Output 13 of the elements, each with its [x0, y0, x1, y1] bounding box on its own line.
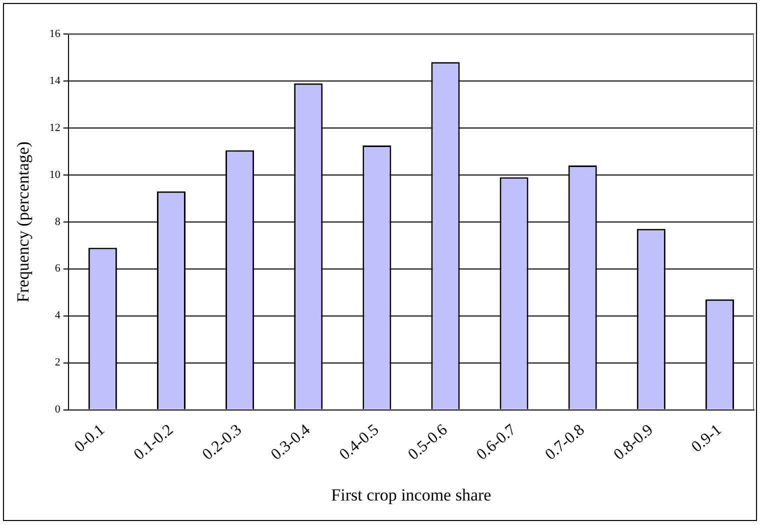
y-tick-label: 4	[54, 310, 61, 322]
y-tick-label: 0	[54, 404, 61, 416]
x-tick-label: 0-0.1	[71, 421, 108, 456]
y-tick-label: 16	[49, 28, 61, 40]
y-tick-label: 2	[54, 356, 60, 369]
y-tick-label: 10	[49, 168, 61, 181]
y-tick-label: 8	[54, 216, 61, 228]
y-axis-title: Frequency (percentage)	[14, 141, 33, 302]
x-axis-title: First crop income share	[331, 485, 492, 504]
x-tick-label: 0.9-1	[688, 421, 725, 456]
y-tick-label: 6	[54, 262, 61, 275]
y-tick-label: 12	[49, 122, 60, 134]
y-tick-label: 14	[49, 74, 61, 87]
